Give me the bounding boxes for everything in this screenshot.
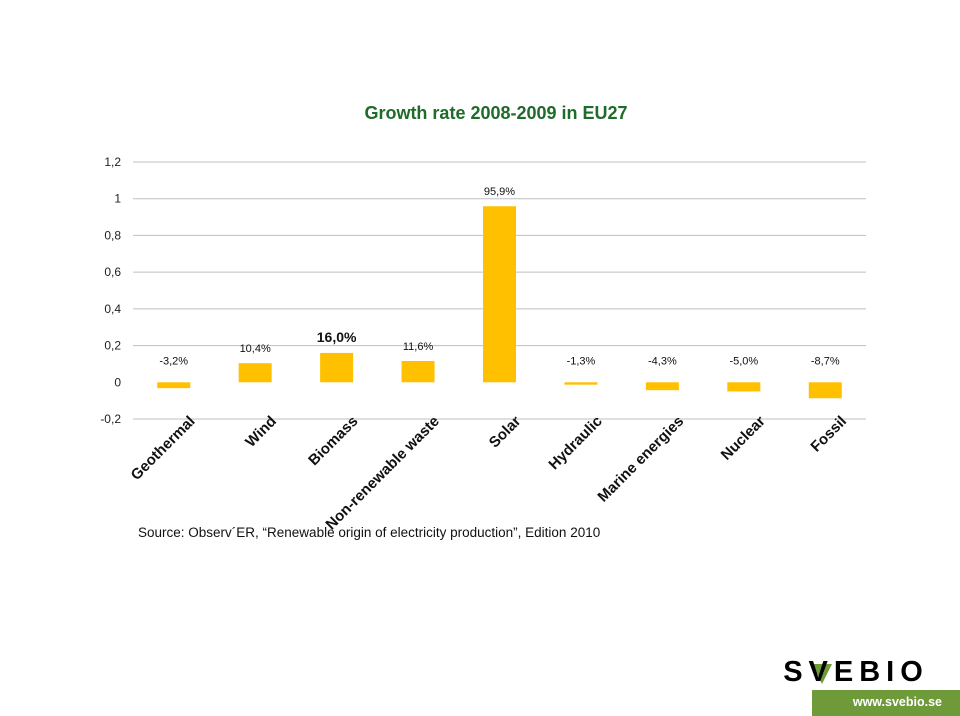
bars bbox=[157, 206, 842, 399]
logo-v-shape bbox=[812, 664, 832, 684]
category-label: Marine energies bbox=[594, 413, 687, 506]
bar-geothermal bbox=[157, 382, 191, 389]
bar-wind bbox=[238, 363, 272, 383]
data-labels: -3,2% 10,4% 16,0% 11,6% 95,9% -1,3% -4,3% -5,0%… bbox=[159, 186, 840, 367]
y-tick-label: -0,2 bbox=[100, 412, 121, 426]
data-label: -4,3% bbox=[648, 355, 677, 367]
chart-title: Growth rate 2008-2009 in EU27 bbox=[364, 103, 627, 123]
y-tick-label: 0 bbox=[114, 375, 121, 389]
bar-nuclear bbox=[727, 382, 761, 392]
category-label: Nuclear bbox=[718, 413, 769, 464]
bar-hydraulic bbox=[564, 382, 598, 385]
bar-biomass bbox=[320, 352, 354, 383]
category-label: Geothermal bbox=[128, 413, 199, 484]
data-label: -3,2% bbox=[159, 355, 188, 367]
data-label: 95,9% bbox=[484, 186, 515, 198]
data-label: 10,4% bbox=[240, 343, 271, 355]
category-label: Wind bbox=[242, 413, 280, 451]
category-label: Hydraulic bbox=[545, 413, 605, 473]
logo-text: SVEBIO bbox=[783, 656, 929, 688]
bar-solar bbox=[483, 206, 516, 383]
data-label: -1,3% bbox=[567, 355, 596, 367]
svebio-logo-mark bbox=[812, 664, 832, 684]
y-tick-label: 0,6 bbox=[104, 265, 121, 279]
y-tick-label: 1,2 bbox=[104, 155, 121, 169]
source-note: Source: Observ´ER, “Renewable origin of … bbox=[138, 525, 601, 540]
y-tick-label: 0,8 bbox=[104, 228, 121, 242]
y-axis-ticks: -0,2 0 0,2 0,4 0,6 0,8 1 1,2 bbox=[100, 155, 121, 426]
y-tick-label: 0,4 bbox=[104, 302, 121, 316]
category-label: Biomass bbox=[305, 413, 361, 469]
category-label: Solar bbox=[486, 413, 525, 452]
website-link[interactable]: www.svebio.se bbox=[852, 695, 942, 709]
bar-fossil bbox=[808, 382, 842, 399]
website-bar: www.svebio.se bbox=[812, 690, 960, 716]
data-label: -8,7% bbox=[811, 355, 840, 367]
data-label: -5,0% bbox=[729, 355, 758, 367]
bar-non-renewable-waste bbox=[401, 360, 435, 383]
svebio-logo: SVEBIO bbox=[772, 656, 940, 688]
data-label: 16,0% bbox=[317, 329, 357, 345]
y-tick-label: 1 bbox=[114, 192, 121, 206]
data-label: 11,6% bbox=[403, 341, 434, 353]
bar-marine-energies bbox=[645, 382, 679, 391]
y-tick-label: 0,2 bbox=[104, 339, 121, 353]
